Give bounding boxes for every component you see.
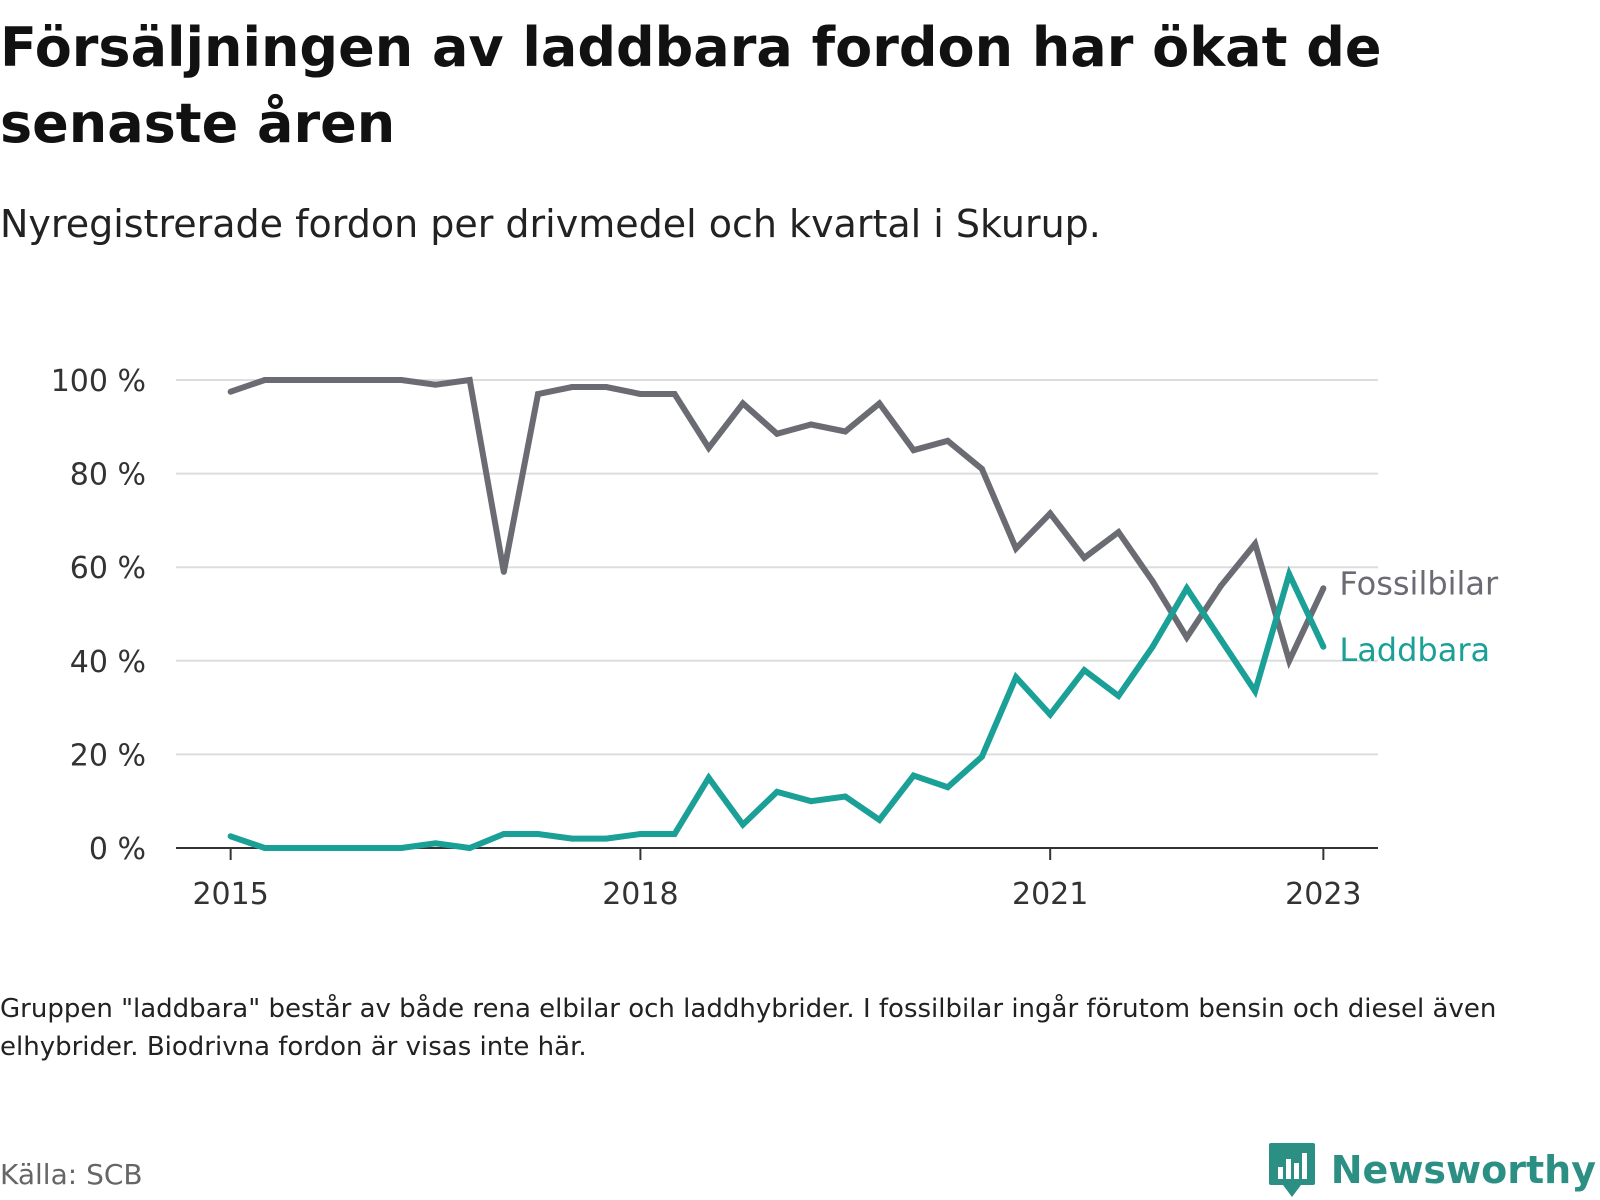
data-point <box>774 430 780 437</box>
data-point <box>432 840 439 847</box>
data-point <box>295 377 302 383</box>
data-point <box>978 753 985 760</box>
data-point <box>500 830 507 837</box>
y-tick-label: 40 % <box>70 645 146 680</box>
data-point <box>1047 711 1054 718</box>
y-tick-label: 20 % <box>70 738 146 773</box>
data-point <box>1149 578 1156 585</box>
y-tick-label: 60 % <box>70 551 146 586</box>
data-point <box>637 830 644 837</box>
data-point <box>1252 540 1259 547</box>
data-point <box>1320 585 1327 592</box>
data-point <box>808 421 815 428</box>
data-point <box>364 845 371 851</box>
brand-name: Newsworthy <box>1330 1148 1596 1192</box>
x-tick-label: 2018 <box>602 877 678 912</box>
data-point <box>1013 674 1020 681</box>
series-labels: Fossilbilar Laddbara <box>1339 564 1499 669</box>
data-point <box>261 377 268 383</box>
chart-subtitle: Nyregistrerade fordon per drivmedel och … <box>0 202 1101 246</box>
data-point <box>876 816 883 823</box>
data-point <box>1183 634 1190 641</box>
series-points-laddbara <box>227 571 1327 851</box>
data-point <box>1286 571 1293 578</box>
series-line-laddbara <box>229 565 1327 852</box>
series-lines <box>227 376 1327 852</box>
data-point <box>944 437 951 444</box>
data-point <box>227 388 234 395</box>
data-point <box>330 377 337 383</box>
series-points-fossilbilar <box>227 377 1327 664</box>
data-point <box>739 821 746 828</box>
data-point <box>944 784 951 791</box>
data-point <box>432 381 439 388</box>
chart-title: Försäljningen av laddbara fordon har öka… <box>0 16 1382 155</box>
data-point <box>671 391 678 398</box>
data-point <box>739 400 746 407</box>
series-label-laddbara: Laddbara <box>1339 631 1490 669</box>
data-point <box>534 391 541 398</box>
data-point <box>910 447 917 454</box>
data-point <box>1252 688 1259 695</box>
series-label-fossilbilar: Fossilbilar <box>1339 564 1499 602</box>
y-tick-label: 80 % <box>70 458 146 493</box>
data-point <box>534 830 541 837</box>
data-point <box>671 830 678 837</box>
data-point <box>1320 643 1327 650</box>
data-point <box>1013 545 1020 552</box>
data-point <box>227 833 234 840</box>
data-point <box>466 845 473 851</box>
source-label: Källa: SCB <box>0 1158 143 1191</box>
x-tick-label: 2021 <box>1012 877 1088 912</box>
data-point <box>295 845 302 851</box>
footnote: Gruppen "laddbara" består av både rena e… <box>0 994 1497 1062</box>
data-point <box>910 772 917 779</box>
x-tick-label: 2015 <box>192 877 268 912</box>
data-point <box>705 444 712 451</box>
data-point <box>398 845 405 851</box>
data-point <box>842 428 849 435</box>
data-point <box>398 377 405 383</box>
data-point <box>603 384 610 391</box>
data-point <box>1286 657 1293 664</box>
data-point <box>1047 510 1054 517</box>
data-point <box>978 465 985 472</box>
x-axis-ticks: 2015 2018 2021 2023 <box>192 848 1362 912</box>
data-point <box>330 845 337 851</box>
data-point <box>1115 692 1122 699</box>
data-point <box>876 400 883 407</box>
data-point <box>1081 554 1088 561</box>
brand: Newsworthy <box>1267 1142 1596 1198</box>
data-point <box>603 835 610 842</box>
y-tick-label: 100 % <box>51 364 146 399</box>
data-point <box>1217 636 1224 643</box>
newsworthy-logo-icon <box>1268 1143 1315 1197</box>
data-point <box>500 568 507 575</box>
data-point <box>637 391 644 398</box>
data-point <box>1183 585 1190 592</box>
data-point <box>808 798 815 805</box>
data-point <box>1217 582 1224 589</box>
data-point <box>1149 643 1156 650</box>
y-axis-labels: 0 % 20 % 40 % 60 % 80 % 100 % <box>51 364 146 867</box>
series-line-fossilbilar <box>229 376 1327 670</box>
data-point <box>1081 667 1088 674</box>
line-chart: 0 % 20 % 40 % 60 % 80 % 100 % 2015 2018 2021 202… <box>51 364 1499 912</box>
data-point <box>842 793 849 800</box>
data-point <box>1115 529 1122 536</box>
y-tick-label: 0 % <box>89 832 146 867</box>
data-point <box>705 774 712 781</box>
data-point <box>466 377 473 383</box>
data-point <box>569 384 576 391</box>
data-point <box>261 845 268 851</box>
data-point <box>569 835 576 842</box>
data-point <box>774 788 780 795</box>
x-tick-label: 2023 <box>1285 877 1361 912</box>
data-point <box>364 377 371 383</box>
